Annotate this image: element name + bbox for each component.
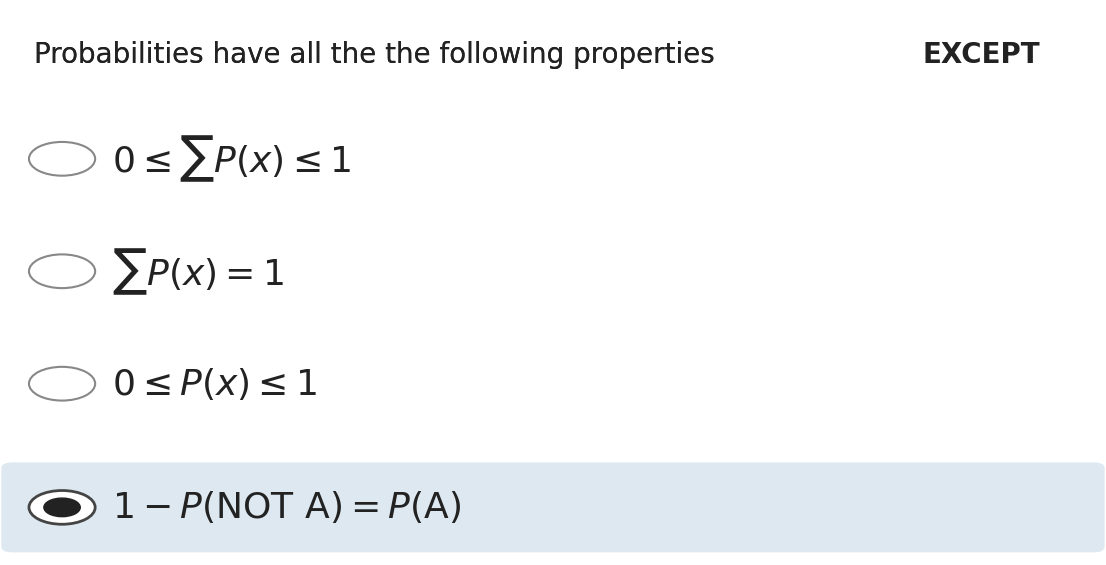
Text: $\sum P(x) = 1$: $\sum P(x) = 1$ xyxy=(112,246,283,297)
Text: Probabilities have all the the following properties: Probabilities have all the the following… xyxy=(34,41,724,69)
Text: $0 \leq \sum P(x) \leq 1$: $0 \leq \sum P(x) \leq 1$ xyxy=(112,133,351,184)
Circle shape xyxy=(44,498,81,516)
Text: Probabilities have all the the following properties: Probabilities have all the the following… xyxy=(34,41,724,69)
Circle shape xyxy=(29,490,95,524)
Text: $1 - P(\mathrm{NOT\ A}) = P(\mathrm{A})$: $1 - P(\mathrm{NOT\ A}) = P(\mathrm{A})$ xyxy=(112,489,461,525)
FancyBboxPatch shape xyxy=(1,462,1105,553)
Text: EXCEPT: EXCEPT xyxy=(922,41,1040,69)
Text: $0 \leq P(x) \leq 1$: $0 \leq P(x) \leq 1$ xyxy=(112,366,316,402)
